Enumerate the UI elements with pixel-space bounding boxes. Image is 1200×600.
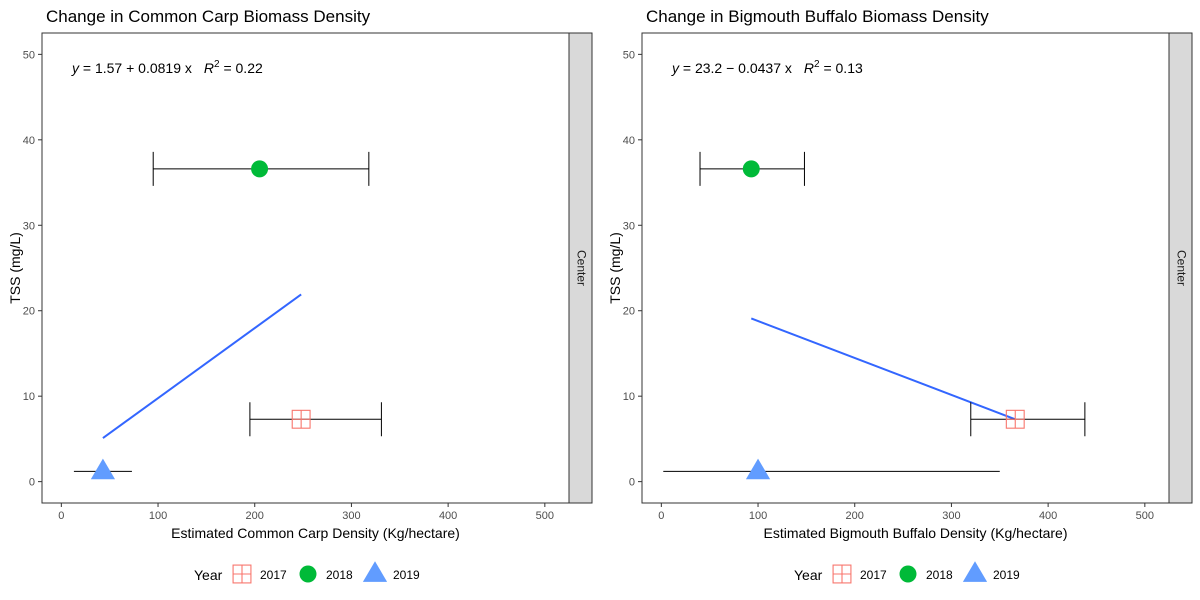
regression-equation: y = 23.2 − 0.0437 x R2 = 0.13 <box>671 59 863 76</box>
chart-title: Change in Bigmouth Buffalo Biomass Densi… <box>646 7 989 26</box>
y-tick-label: 50 <box>23 49 35 61</box>
legend-item-2019: 2019 <box>962 561 1020 582</box>
legend-item-2018: 2018 <box>299 565 353 583</box>
facet-strip <box>1168 32 1193 504</box>
data-point-2017 <box>970 402 1086 437</box>
data-point-2019 <box>73 458 132 480</box>
y-tick-label: 0 <box>629 477 635 489</box>
x-tick-label: 400 <box>439 510 457 522</box>
legend-marker-2018 <box>899 565 917 583</box>
x-tick-label: 0 <box>658 510 664 522</box>
chart-panel-2: Change in Bigmouth Buffalo Biomass Densi… <box>607 7 1193 584</box>
legend-label: 2018 <box>326 568 353 582</box>
x-tick-label: 300 <box>342 510 360 522</box>
x-tick-label: 300 <box>942 510 960 522</box>
y-axis-label: TSS (mg/L) <box>607 232 623 304</box>
marker-2019 <box>90 458 116 480</box>
y-axis-label: TSS (mg/L) <box>7 232 23 304</box>
marker-2017 <box>1005 409 1025 429</box>
x-axis-label: Estimated Common Carp Density (Kg/hectar… <box>171 525 460 541</box>
legend-title: Year <box>794 567 823 583</box>
x-tick-label: 100 <box>149 510 167 522</box>
plot-area <box>42 33 569 503</box>
x-tick-label: 500 <box>1136 510 1154 522</box>
y-tick-label: 30 <box>23 220 35 232</box>
marker-2018 <box>251 160 269 178</box>
legend-marker-2017 <box>232 564 252 584</box>
chart-title: Change in Common Carp Biomass Density <box>46 7 371 26</box>
equation-r: R <box>204 60 214 76</box>
x-tick-label: 0 <box>58 510 64 522</box>
legend-label: 2019 <box>393 568 420 582</box>
equation-y: y <box>71 60 80 76</box>
x-tick-label: 100 <box>749 510 767 522</box>
y-tick-label: 50 <box>623 49 635 61</box>
legend-label: 2019 <box>993 568 1020 582</box>
equation-r2-value: = 0.13 <box>820 60 863 76</box>
equation-r2-value: = 0.22 <box>220 60 263 76</box>
facet-label: Center <box>1174 250 1188 286</box>
legend-label: 2017 <box>260 568 287 582</box>
legend-label: 2017 <box>860 568 887 582</box>
equation-rhs: = 1.57 + 0.0819 x <box>79 60 192 76</box>
y-tick-label: 40 <box>623 135 635 147</box>
x-tick-label: 400 <box>1039 510 1057 522</box>
facet-strip <box>568 32 593 504</box>
equation-rhs: = 23.2 − 0.0437 x <box>679 60 792 76</box>
data-point-2017 <box>249 402 382 437</box>
legend-title: Year <box>194 567 223 583</box>
legend-label: 2018 <box>926 568 953 582</box>
y-tick-label: 10 <box>23 391 35 403</box>
y-tick-label: 40 <box>23 135 35 147</box>
marker-2018 <box>742 160 760 178</box>
y-tick-label: 30 <box>623 220 635 232</box>
legend-item-2017: 2017 <box>832 564 887 584</box>
legend: Year 2017 2018 2019 <box>794 561 1020 584</box>
y-tick-label: 10 <box>623 391 635 403</box>
data-point-2018 <box>699 151 805 186</box>
legend-item-2019: 2019 <box>362 561 420 582</box>
legend: Year 2017 2018 2019 <box>194 561 420 584</box>
data-point-2019 <box>663 458 1000 480</box>
regression-line <box>102 293 302 439</box>
legend-marker-2019 <box>962 561 988 582</box>
plot-area <box>642 33 1169 503</box>
x-tick-label: 200 <box>246 510 264 522</box>
marker-2019 <box>745 458 771 480</box>
y-tick-label: 0 <box>29 477 35 489</box>
equation-r: R <box>804 60 814 76</box>
data-point-2018 <box>152 151 370 186</box>
legend-marker-2017 <box>832 564 852 584</box>
legend-item-2018: 2018 <box>899 565 953 583</box>
x-tick-label: 500 <box>536 510 554 522</box>
y-tick-label: 20 <box>623 306 635 318</box>
legend-item-2017: 2017 <box>232 564 287 584</box>
y-tick-label: 20 <box>23 306 35 318</box>
facet-label: Center <box>574 250 588 286</box>
marker-2017 <box>291 409 311 429</box>
legend-marker-2018 <box>299 565 317 583</box>
chart-panel-1: Change in Common Carp Biomass Density y =… <box>7 7 593 584</box>
equation-y: y <box>671 60 680 76</box>
legend-marker-2019 <box>362 561 388 582</box>
x-axis-label: Estimated Bigmouth Buffalo Density (Kg/h… <box>763 525 1067 541</box>
equation-r-sup: 2 <box>814 59 820 70</box>
regression-equation: y = 1.57 + 0.0819 x R2 = 0.22 <box>71 59 263 76</box>
x-tick-label: 200 <box>846 510 864 522</box>
equation-r-sup: 2 <box>214 59 220 70</box>
